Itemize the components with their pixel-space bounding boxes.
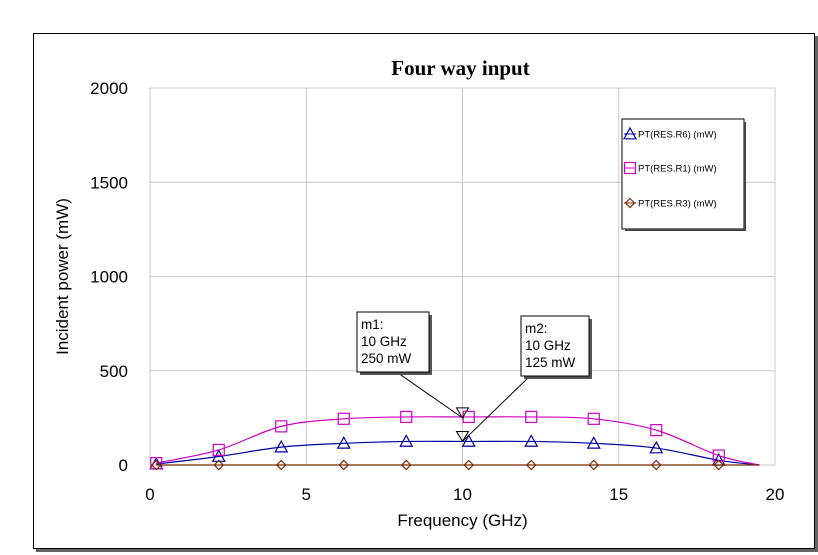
data-point xyxy=(337,412,350,425)
data-point xyxy=(338,459,350,471)
marker-1: m1: 10 GHz 250 mW xyxy=(356,311,470,419)
legend-entry: PT(RES.R3) (mW) xyxy=(638,199,717,210)
data-point xyxy=(275,459,287,471)
data-point xyxy=(650,459,662,471)
legend: PT(RES.R6) (mW) PT(RES.R1) (mW) PT(RES.R3)… xyxy=(621,118,746,231)
legend-entry: PT(RES.R6) (mW) xyxy=(638,130,717,141)
data-point xyxy=(650,424,663,437)
data-point xyxy=(524,434,539,447)
x-axis-label: Frequency (GHz) xyxy=(397,511,527,530)
data-point xyxy=(400,410,413,424)
legend-swatch-marker xyxy=(624,197,636,209)
data-point xyxy=(586,436,601,449)
marker-symbol xyxy=(455,430,470,443)
x-tick-label: 10 xyxy=(453,485,472,504)
y-axis-label: Incident power (mW) xyxy=(53,198,72,355)
data-point xyxy=(150,457,163,470)
marker-text-line: m1: xyxy=(361,317,384,332)
marker-2: m2: 10 GHz 125 mW xyxy=(455,315,592,443)
data-point xyxy=(649,440,664,454)
y-tick-label: 2000 xyxy=(90,79,128,98)
legend-swatch-marker xyxy=(623,161,637,175)
x-tick-label: 20 xyxy=(766,485,785,504)
data-point xyxy=(525,459,537,471)
x-tick-label: 15 xyxy=(609,485,628,504)
marker-text-line: 250 mW xyxy=(361,351,412,366)
data-point xyxy=(461,434,476,447)
data-point xyxy=(213,459,225,471)
data-point xyxy=(274,439,289,453)
data-point xyxy=(588,459,600,471)
legend-box xyxy=(621,118,745,230)
y-tick-label: 500 xyxy=(100,362,128,381)
data-point xyxy=(336,436,351,449)
series-line xyxy=(156,440,760,466)
marker-box xyxy=(520,315,590,377)
x-tick-label: 0 xyxy=(145,485,154,504)
marker-text-line: 10 GHz xyxy=(361,334,407,349)
data-point xyxy=(463,459,475,471)
marker-text-line: 125 mW xyxy=(525,355,576,370)
series-0 xyxy=(149,434,760,470)
series-1 xyxy=(150,410,760,470)
data-point xyxy=(400,459,412,471)
legend-swatch-marker xyxy=(622,126,638,140)
data-point xyxy=(212,443,225,457)
data-point xyxy=(275,420,288,433)
series-line xyxy=(156,416,760,466)
marker-leader-line xyxy=(462,375,531,442)
data-point xyxy=(150,459,162,471)
data-point xyxy=(713,459,725,471)
legend-entry: PT(RES.R1) (mW) xyxy=(638,164,717,175)
chart-title: Four way input xyxy=(391,56,529,80)
marker-box xyxy=(356,311,430,373)
y-tick-label: 1000 xyxy=(90,268,128,287)
marker-symbol xyxy=(455,407,470,419)
y-tick-label: 1500 xyxy=(90,173,128,192)
marker-text-line: 10 GHz xyxy=(525,338,571,353)
marker-text-line: m2: xyxy=(525,321,548,336)
series-2 xyxy=(150,459,760,471)
data-point xyxy=(399,434,414,447)
data-point xyxy=(525,410,538,424)
data-point xyxy=(587,412,600,425)
x-tick-label: 5 xyxy=(302,485,311,504)
marker-leader-line xyxy=(397,372,463,419)
y-tick-label: 0 xyxy=(119,456,128,475)
